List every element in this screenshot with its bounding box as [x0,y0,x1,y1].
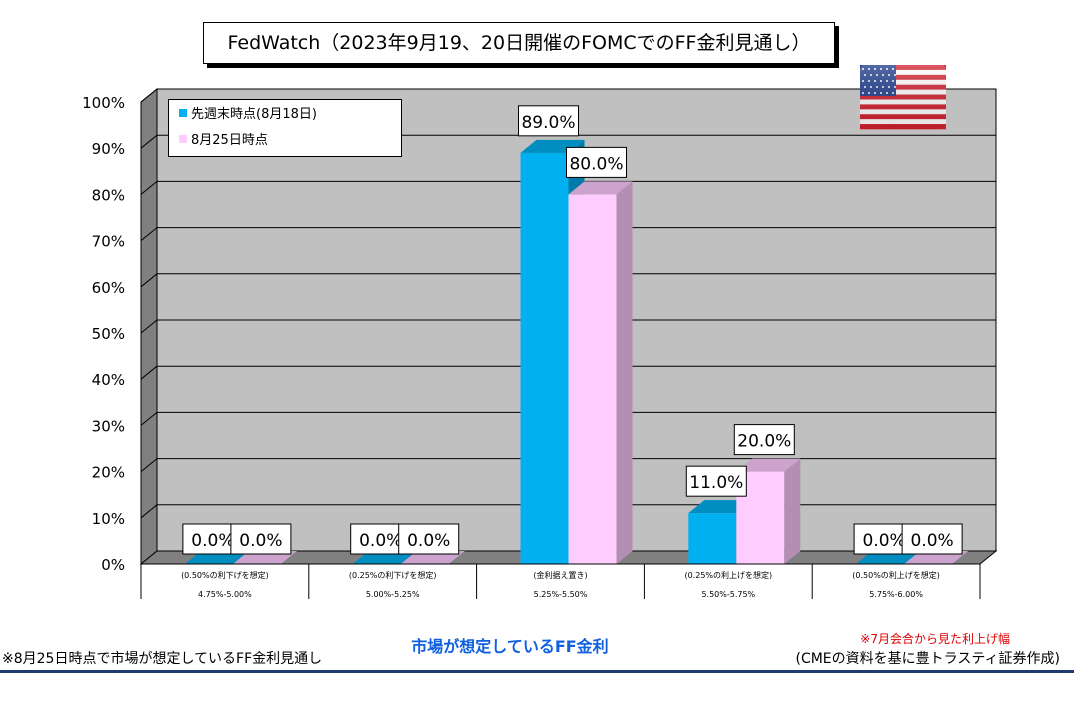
data-label: 20.0% [733,424,795,456]
gridline-side [140,458,158,472]
y-tick-label: 30% [92,417,125,435]
data-label-text: 0.0% [239,531,282,551]
gridline-side [140,273,158,288]
data-label-text: 11.0% [689,473,743,493]
category-sublabel: (0.25%の利上げを想定) [684,570,772,580]
data-label-box [518,105,579,137]
category-label: 5.00%-5.25% [366,590,420,599]
legend: 先週末時点(8月18日) 8月25日時点 [168,99,402,157]
category-sublabel: (金利据え置き) [533,570,587,580]
data-label: 80.0% [566,146,627,178]
footer-rate-note: ※7月会合から見た利上げ幅 [860,632,1010,646]
y-tick-label: 10% [92,510,125,528]
data-label-text: 80.0% [569,154,623,174]
category-label: 4.75%-5.00% [198,590,252,599]
category-label: 5.50%-5.75% [701,590,755,599]
data-label: 0.0% [901,523,963,555]
data-label-box [398,523,460,555]
category-sublabel: (0.50%の利上げを想定) [852,570,940,580]
footer-source: (CMEの資料を基に豊トラスティ証券作成) [795,651,1060,667]
category-sublabel: (0.50%の利下げを想定) [181,570,269,580]
data-label-box [901,523,963,555]
data-label-text: 0.0% [407,531,450,551]
category-sublabel: (0.25%の利下げを想定) [349,570,437,580]
y-tick-label: 60% [92,279,125,297]
bar [568,181,633,564]
data-label-text: 0.0% [359,531,402,551]
data-label-box [230,523,292,555]
y-tick-label: 20% [92,464,125,482]
legend-label-series-2: 8月25日時点 [191,133,268,148]
legend-swatch-series-2 [179,135,187,143]
data-labels: 0.0% 0.0% 0.0% 0.0%89.0%80.0%11.0%20.0%0.0%… [182,105,963,555]
data-label-text: 0.0% [910,531,953,551]
us-flag-icon [860,65,946,130]
y-tick-label: 40% [92,371,125,389]
chart-title: FedWatch（2023年9月19、20日開催のFOMCでのFF金利見通し） [203,22,835,64]
data-label: 0.0% [230,523,292,555]
bar [736,458,801,564]
data-label-box [566,146,627,178]
gridline-side [140,412,158,426]
legend-label-series-1: 先週末時点(8月18日) [191,107,317,122]
y-tick-labels: 0% 10% 20% 30% 40% 50% 60% 70% 80% 90% 100% [82,94,125,574]
y-tick-label: 90% [92,140,125,158]
bars [184,139,969,564]
data-label: 89.0% [518,105,579,137]
gridline-side [140,319,158,334]
gridline-side [140,504,158,519]
category-labels: (0.50%の利下げを想定) 4.75%-5.00% (0.25%の利下げを想定) 5… [140,563,981,599]
data-label-text: 20.0% [737,432,791,452]
data-label-box [685,465,747,497]
y-tick-label: 80% [92,186,125,204]
data-label-text: 0.0% [191,531,234,551]
category-label: 5.25%-5.50% [534,590,588,599]
y-tick-label: 100% [82,94,125,112]
legend-swatch-series-1 [179,109,187,117]
y-tick-label: 50% [92,325,125,343]
bar-front [688,513,737,564]
data-label: 0.0% [398,523,460,555]
y-tick-label: 0% [101,556,125,574]
gridline-side [140,365,158,380]
gridline-side [140,227,158,241]
data-label-box [733,424,795,456]
bar-front [568,194,617,564]
legend-item-series-1: 先週末時点(8月18日) [179,105,317,125]
bar-top [736,458,801,472]
data-label-text: 89.0% [521,113,575,133]
gridline-side [140,181,158,195]
bar-side [616,181,633,564]
data-label: 11.0% [685,465,747,497]
bottom-divider [0,670,1074,673]
footer-note-left: ※8月25日時点で市場が想定しているFF金利見通し [2,651,323,667]
gridline-side [140,134,158,149]
data-label-text: 0.0% [862,531,905,551]
legend-item-series-2: 8月25日時点 [179,131,268,151]
bar-top [568,181,633,195]
y-tick-label: 70% [92,233,125,251]
bar-front [520,152,569,564]
bar-side [784,458,801,564]
category-label: 5.75%-6.00% [869,590,923,599]
footer-caption: 市場が想定しているFF金利 [411,637,609,656]
gridline-side [140,88,158,103]
